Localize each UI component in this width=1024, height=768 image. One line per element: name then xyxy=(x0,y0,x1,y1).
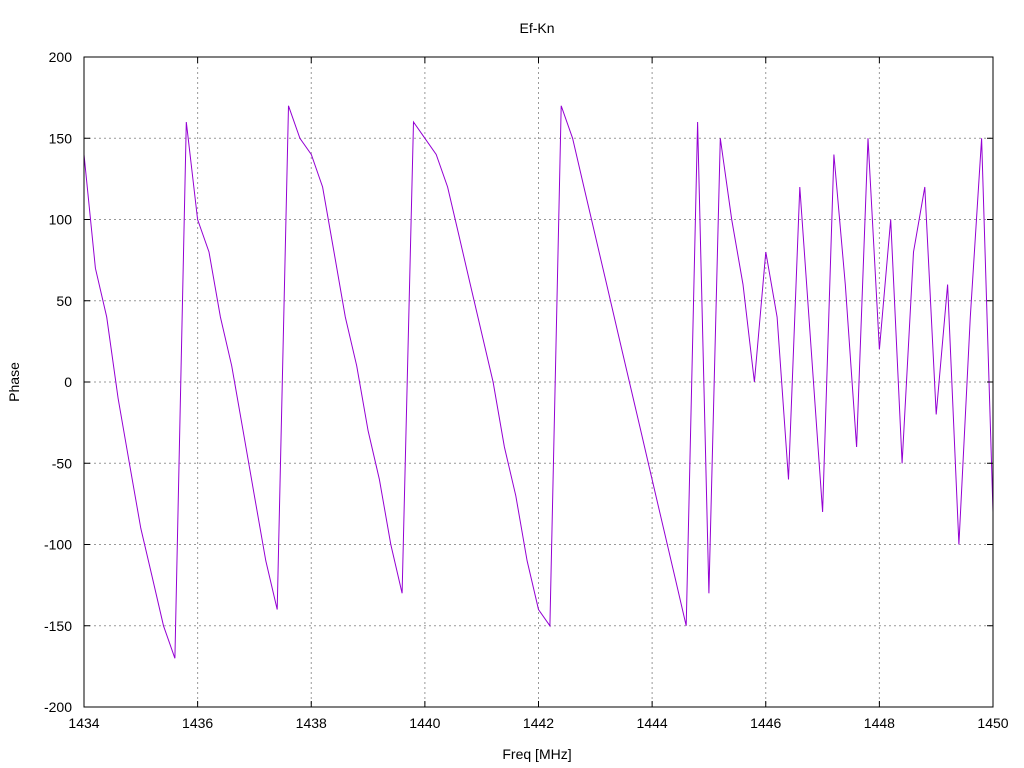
x-tick-label: 1446 xyxy=(750,715,781,731)
y-tick-label: -200 xyxy=(44,699,72,715)
y-tick-label: 100 xyxy=(49,212,73,228)
x-tick-label: 1444 xyxy=(637,715,668,731)
y-tick-labels: -200 -150 -100 -50 0 50 100 150 200 xyxy=(44,49,72,715)
y-tick-label: -50 xyxy=(52,455,72,471)
x-tick-label: 1436 xyxy=(182,715,213,731)
series-line xyxy=(83,105,994,659)
x-tick-label: 1434 xyxy=(68,715,99,731)
x-axis-label: Freq [MHz] xyxy=(502,746,571,762)
tick-marks xyxy=(83,56,994,708)
y-tick-label: 0 xyxy=(64,374,72,390)
x-tick-label: 1442 xyxy=(523,715,554,731)
series-layer xyxy=(83,105,994,659)
x-tick-label: 1450 xyxy=(977,715,1008,731)
x-tick-labels: 1434 1436 1438 1440 1442 1444 1446 1448 1450 xyxy=(68,715,1008,731)
y-axis-label: Phase xyxy=(6,362,22,402)
grid-lines xyxy=(84,57,993,707)
x-tick-label: 1438 xyxy=(296,715,327,731)
y-tick-label: -150 xyxy=(44,618,72,634)
y-tick-label: 150 xyxy=(49,130,73,146)
chart-title: Ef-Kn xyxy=(519,20,554,36)
y-tick-label: 200 xyxy=(49,49,73,65)
y-tick-label: 50 xyxy=(56,293,72,309)
x-tick-label: 1440 xyxy=(409,715,440,731)
x-tick-label: 1448 xyxy=(864,715,895,731)
y-tick-label: -100 xyxy=(44,537,72,553)
